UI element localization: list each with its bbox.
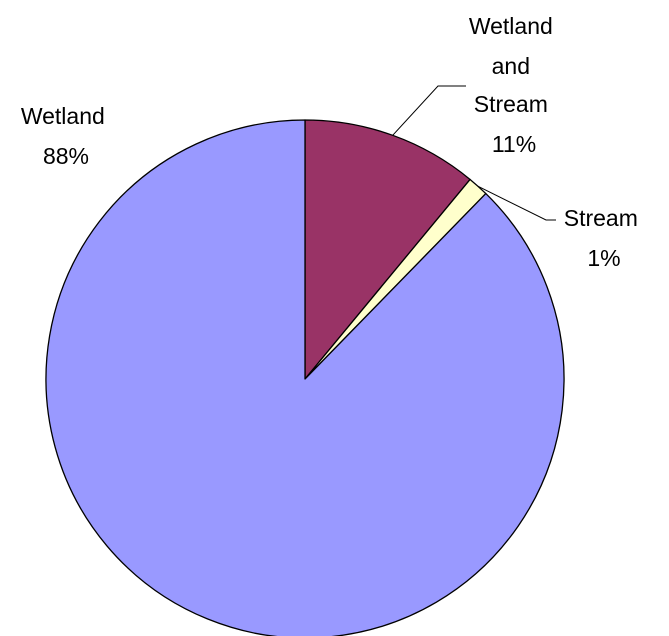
slice-label-line: and [492,53,530,79]
slice-percent-label: 1% [587,245,620,271]
slice-label-stream: Stream 1% [564,205,645,271]
leader-line-stream [477,185,556,221]
pie-slices [45,119,565,636]
leader-lines [392,85,556,221]
slice-label-line: Stream [564,205,638,231]
slice-percent-label: 88% [43,143,89,169]
slice-label-wetland-and-stream: Wetland and Stream 11% [469,13,559,157]
slice-label-line: Wetland [469,13,553,39]
slice-percent-label: 11% [492,131,536,157]
slice-label-line: Wetland [21,103,105,129]
slice-label-line: Stream [474,91,548,117]
pie-slice-wetland [45,119,565,636]
slice-label-wetland: Wetland 88% [21,103,111,169]
leader-line-wetland-and-stream [392,85,466,136]
